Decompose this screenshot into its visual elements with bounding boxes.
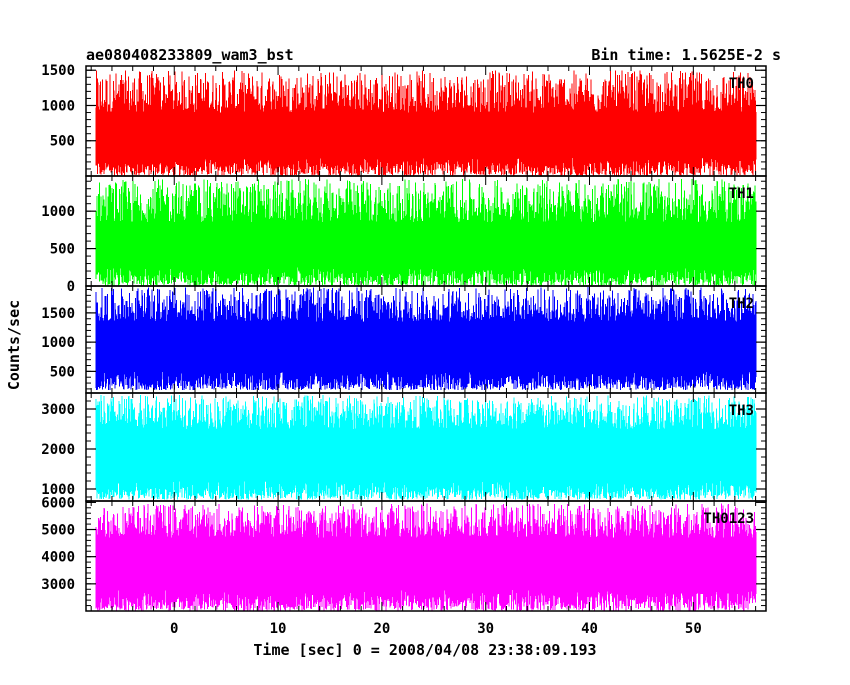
y-tick-label: 1000 (41, 482, 75, 498)
y-tick-label: 0 (67, 279, 75, 295)
x-tick-label: 50 (685, 621, 702, 637)
panel-th3: 1000 2000 3000 TH3 (41, 392, 767, 502)
channel-label-th0: TH0 (729, 76, 754, 92)
y-tick-label: 1000 (41, 98, 75, 114)
x-tick-label: 0 (170, 621, 178, 637)
y-tick-label: 2000 (41, 442, 75, 458)
channel-label-th1: TH1 (729, 186, 754, 202)
x-tick-label: 30 (477, 621, 494, 637)
signal-trace-th0123 (95, 503, 757, 611)
signal-trace-th1 (95, 179, 757, 286)
x-tick-label: 10 (270, 621, 287, 637)
signal-trace-th0 (95, 70, 757, 176)
y-tick-label: 500 (50, 364, 75, 380)
bin-time-label: Bin time: 1.5625E-2 s (591, 46, 781, 64)
channel-label-th2: TH2 (729, 296, 754, 312)
y-tick-label: 1000 (41, 204, 75, 220)
y-tick-label: 3000 (41, 402, 75, 418)
panel-frame (85, 500, 767, 612)
panels-group: 50010001500TH005001000TH150010001500TH21… (41, 63, 767, 637)
y-tick-label: 1500 (41, 306, 75, 322)
panel-th2: 500 1000 1500 TH2 (41, 285, 767, 394)
signal-trace-th3 (95, 395, 757, 500)
y-tick-label: 500 (50, 134, 75, 150)
y-tick-label: 4000 (41, 550, 75, 566)
panel-th1: 0 500 1000 TH1 (41, 175, 767, 295)
panel-th0: 500 1000 1500 TH0 (41, 63, 767, 177)
y-tick-label: 3000 (41, 577, 75, 593)
channel-label-th3: TH3 (729, 403, 754, 419)
x-tick-label: 40 (581, 621, 598, 637)
y-axis-label: Counts/sec (5, 300, 23, 390)
chart-title: ae080408233809_wam3_bst (86, 46, 294, 64)
y-tick-label: 1000 (41, 335, 75, 351)
channel-label-th0123: TH0123 (703, 511, 754, 527)
x-axis-label: Time [sec] 0 = 2008/04/08 23:38:09.193 (253, 641, 596, 659)
signal-trace-th2 (95, 287, 757, 391)
y-tick-label: 1500 (41, 63, 75, 79)
y-tick-label: 5000 (41, 523, 75, 539)
y-tick-label: 6000 (41, 495, 75, 511)
y-tick-label: 500 (50, 242, 75, 258)
x-tick-label: 20 (373, 621, 390, 637)
panel-th0123: 3000 4000 5000 6000 TH0123 (41, 495, 767, 612)
